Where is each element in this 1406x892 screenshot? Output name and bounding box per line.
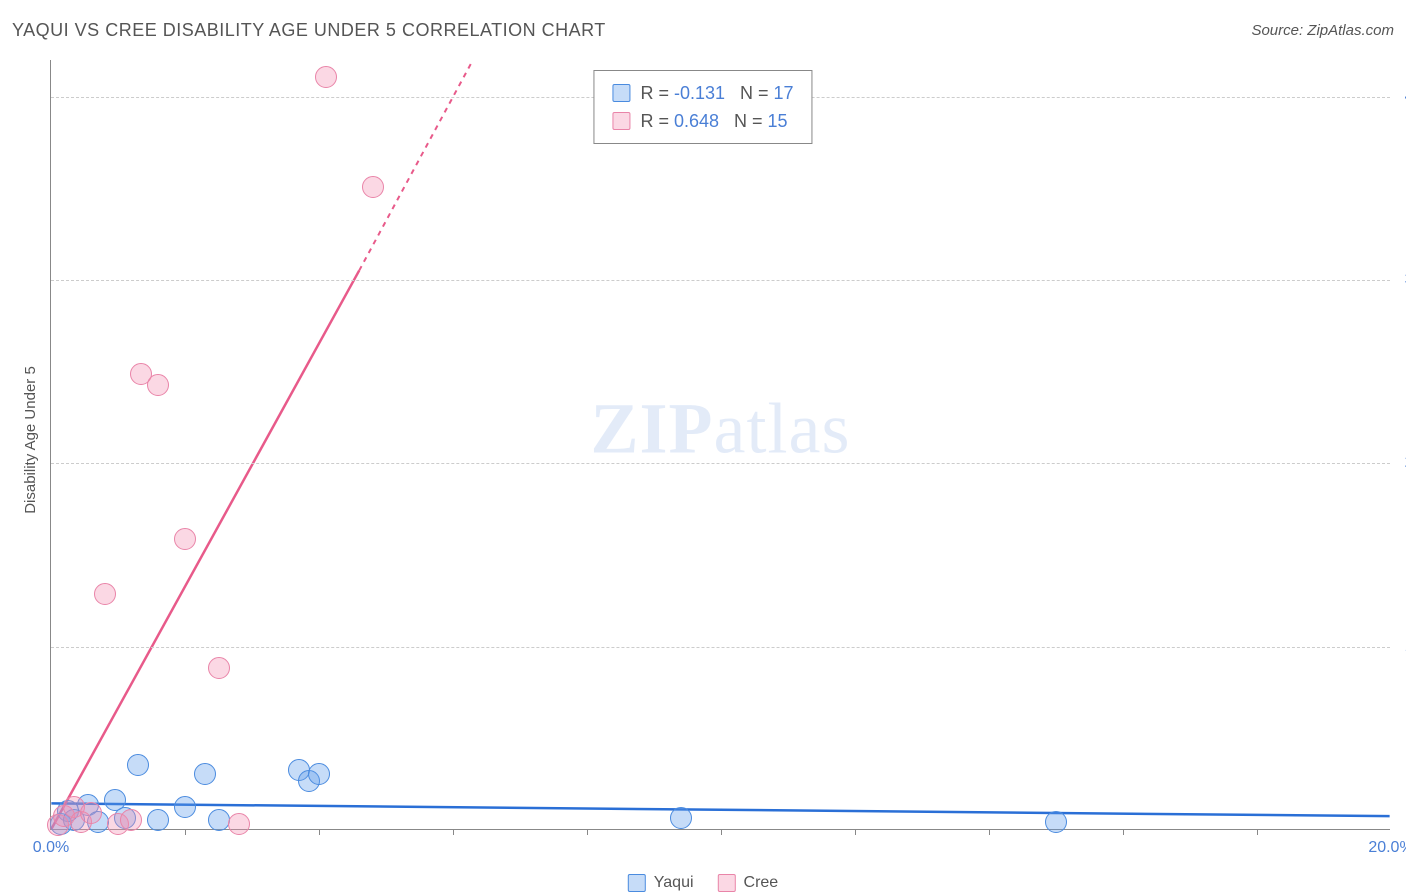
series-legend-item: Cree [718, 874, 779, 892]
data-point [147, 809, 169, 831]
y-tick-label: 40.0% [1395, 88, 1406, 106]
data-point [120, 809, 142, 831]
legend-swatch-icon [628, 874, 646, 892]
data-point [308, 763, 330, 785]
data-point [1045, 811, 1067, 833]
x-tick [721, 829, 722, 835]
legend-swatch-icon [612, 112, 630, 130]
data-point [147, 374, 169, 396]
data-point [362, 176, 384, 198]
y-tick-label: 20.0% [1395, 454, 1406, 472]
correlation-legend: R = -0.131 N = 17R = 0.648 N = 15 [593, 70, 812, 144]
series-legend-label: Cree [744, 874, 779, 892]
data-point [670, 807, 692, 829]
chart-header: YAQUI VS CREE DISABILITY AGE UNDER 5 COR… [12, 20, 1394, 41]
x-tick [1257, 829, 1258, 835]
trend-line-extrapolated [359, 60, 473, 271]
series-legend-item: Yaqui [628, 874, 694, 892]
x-tick [1123, 829, 1124, 835]
x-tick [855, 829, 856, 835]
x-tick [319, 829, 320, 835]
data-point [80, 802, 102, 824]
data-point [174, 528, 196, 550]
x-tick [989, 829, 990, 835]
data-point [94, 583, 116, 605]
gridline [51, 280, 1390, 281]
data-point [315, 66, 337, 88]
trend-lines-layer [51, 60, 1390, 829]
gridline [51, 463, 1390, 464]
x-tick-label: 0.0% [33, 839, 69, 857]
legend-row: R = 0.648 N = 15 [612, 107, 793, 135]
x-tick-label: 20.0% [1368, 839, 1406, 857]
plot-area: ZIPatlas 10.0%20.0%30.0%40.0%0.0%20.0% [50, 60, 1390, 830]
legend-swatch-icon [718, 874, 736, 892]
data-point [208, 657, 230, 679]
series-legend: Yaqui Cree [628, 874, 778, 892]
trend-line [51, 271, 359, 829]
chart-title: YAQUI VS CREE DISABILITY AGE UNDER 5 COR… [12, 20, 606, 41]
legend-text: R = -0.131 N = 17 [640, 79, 793, 107]
series-legend-label: Yaqui [654, 874, 694, 892]
data-point [194, 763, 216, 785]
x-tick [185, 829, 186, 835]
legend-text: R = 0.648 N = 15 [640, 107, 787, 135]
data-point [127, 754, 149, 776]
legend-swatch-icon [612, 84, 630, 102]
y-axis-label: Disability Age Under 5 [22, 366, 39, 514]
gridline [51, 647, 1390, 648]
x-tick [453, 829, 454, 835]
data-point [208, 809, 230, 831]
chart-source: Source: ZipAtlas.com [1251, 22, 1394, 39]
data-point [228, 813, 250, 835]
data-point [174, 796, 196, 818]
trend-line [51, 803, 1389, 816]
y-tick-label: 10.0% [1395, 638, 1406, 656]
legend-row: R = -0.131 N = 17 [612, 79, 793, 107]
y-tick-label: 30.0% [1395, 271, 1406, 289]
x-tick [587, 829, 588, 835]
